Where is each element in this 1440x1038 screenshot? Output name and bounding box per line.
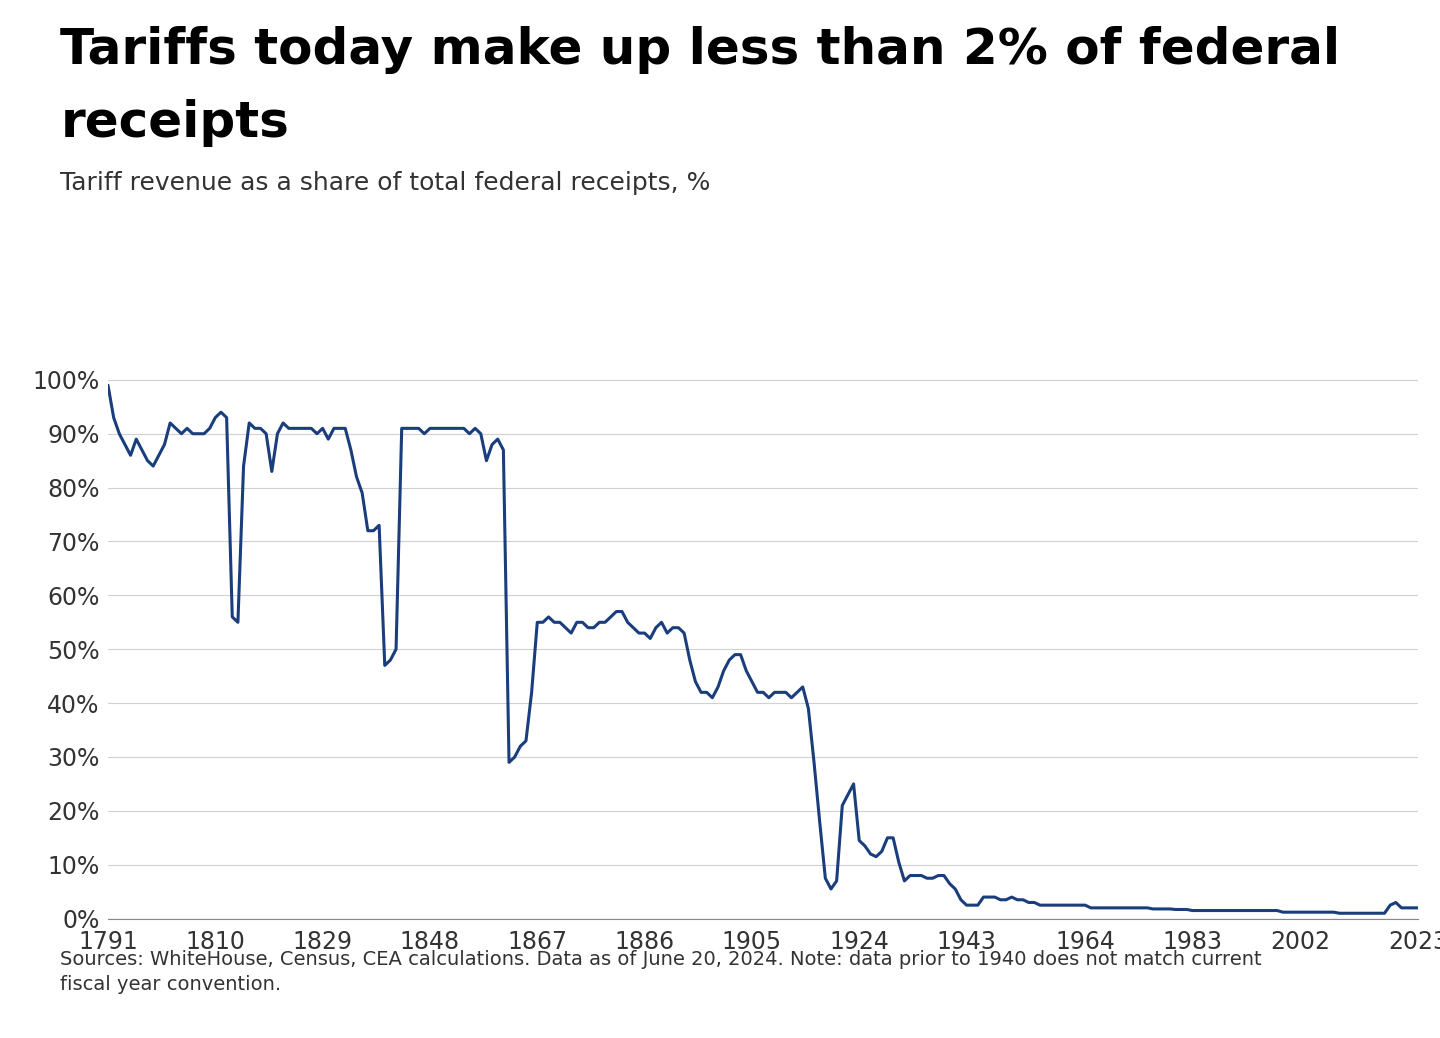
Text: Tariffs today make up less than 2% of federal: Tariffs today make up less than 2% of fe…	[60, 26, 1341, 74]
Text: Sources: WhiteHouse, Census, CEA calculations. Data as of June 20, 2024. Note: d: Sources: WhiteHouse, Census, CEA calcula…	[60, 950, 1261, 993]
Text: receipts: receipts	[60, 99, 289, 146]
Text: Tariff revenue as a share of total federal receipts, %: Tariff revenue as a share of total feder…	[60, 171, 711, 195]
